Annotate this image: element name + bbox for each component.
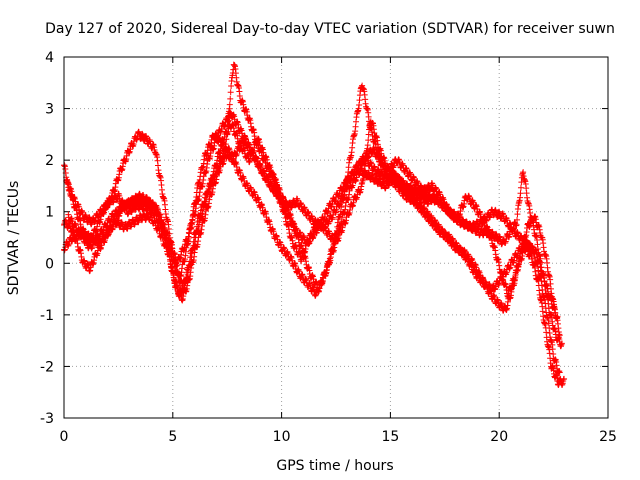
y-tick-label: 1 (45, 205, 54, 221)
data-point (365, 137, 372, 144)
data-point (517, 184, 524, 191)
y-tick-label: 0 (45, 256, 54, 272)
data-point (352, 123, 359, 130)
data-point (513, 221, 520, 228)
chart-title: Day 127 of 2020, Sidereal Day-to-day VTE… (45, 21, 615, 37)
x-tick-label: 15 (381, 429, 399, 445)
y-tick-label: 2 (45, 153, 54, 169)
axis-tick-labels: 0 5 10 15 20 25 -3 -2 -1 0 1 2 3 4 (40, 50, 617, 445)
x-tick-label: 20 (490, 429, 508, 445)
x-tick-label: 5 (168, 429, 177, 445)
y-tick-label: -3 (40, 411, 54, 427)
data-point (514, 216, 521, 223)
data-point (517, 190, 524, 197)
data-point (356, 97, 363, 104)
y-tick-label: -1 (40, 308, 54, 324)
x-tick-label: 0 (60, 429, 69, 445)
y-tick-label: -2 (40, 359, 54, 375)
data-point (556, 369, 563, 376)
data-point (227, 89, 234, 96)
x-tick-label: 25 (599, 429, 617, 445)
data-point (514, 211, 521, 218)
y-tick-label: 4 (45, 50, 54, 66)
data-point (226, 101, 233, 108)
series-track-3 (61, 145, 568, 388)
y-tick-label: 3 (45, 102, 54, 118)
data-point (227, 95, 234, 102)
data-point (228, 83, 235, 89)
data-point (558, 340, 565, 347)
series-track-4 (63, 118, 563, 339)
data-points (61, 61, 568, 388)
x-tick-label: 10 (273, 429, 291, 445)
